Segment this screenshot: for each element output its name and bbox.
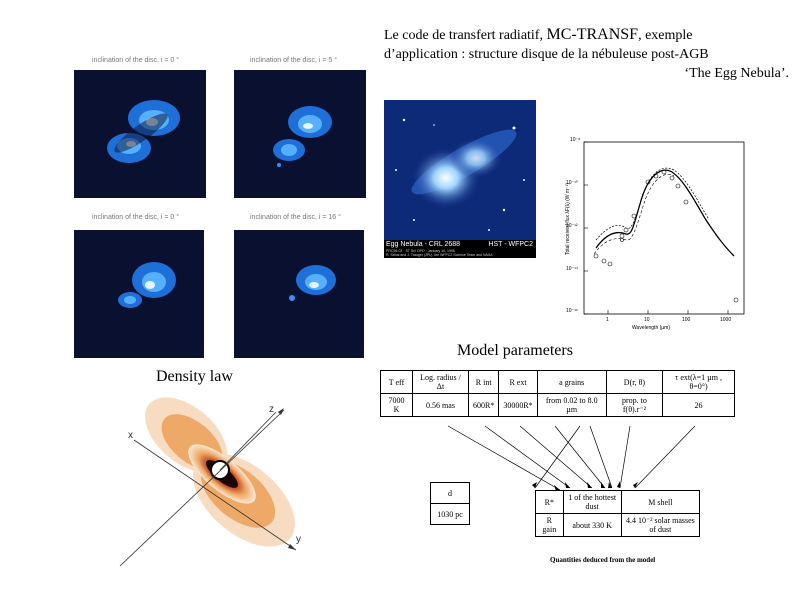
hst-credit-2: R. Sahai and J. Trauger (JPL), the WFPC2… [386,253,493,257]
sed-ytick-4: 10⁻¹⁴ [566,266,579,272]
param-header-teff: T eff [380,370,413,394]
sed-ytick-2: 10⁻¹⁰ [566,180,578,186]
deduced-caption: Quantities deduced from the model [550,556,656,564]
distance-table: d 1030 pc [430,482,470,525]
model-parameters-caption: Model parameters [457,342,573,359]
sed-xlabel: Wavelength (µm) [632,325,670,331]
param-value-density: prop. to f(θ).r⁻² [605,393,664,417]
sed-xtick-2: 10 [644,317,650,323]
model-image-panel-2 [234,70,366,198]
deduced-table: R* 1 of the hottest dust M shell R gain … [535,490,701,537]
hst-right-label: HST - WFPC2 [488,241,533,248]
panel-label-2: inclination of the disc, i = 5 ° [250,57,338,64]
title-line3: ‘The Egg Nebula’. [684,66,789,81]
model-image-panel-3 [74,230,204,358]
sed-ytick-3: 10⁻¹² [566,223,578,229]
parameter-figure: T eff Log. radius / Δt R int R ext a gra… [380,370,780,570]
deduced-temperature: about 330 K [562,513,622,537]
param-header-grains: a grains [536,370,607,394]
param-value-teff: 7000 K [380,393,413,417]
panel-label-1: inclination of the disc, i = 0 ° [92,57,180,64]
sed-ytick-1: 10⁻⁸ [570,137,581,143]
param-header-rint: R int [467,370,500,394]
hst-credit-1: PRC96-03 · ST ScI OPO · January 16, 1996 [386,249,455,253]
model-image-panel-1 [74,70,206,198]
param-value-rext: 30000R* [498,393,538,417]
param-value-tau: 26 [662,393,735,417]
panel-label-3: inclination of the disc, i = 0 ° [92,214,180,221]
param-header-rext: R ext [498,370,538,394]
distance-value: 1030 pc [430,503,470,525]
param-value-radius: 0.56 mas [412,393,469,417]
title-line2: d’application : structure disque de la n… [384,47,709,62]
density-law-caption: Density law [156,368,233,385]
sed-xtick-4: 1000 [720,317,732,323]
deduced-hottest-dust: 1 of the hottest dust [562,490,622,514]
panel-label-4: inclination of the disc, i = 16 ° [250,214,341,221]
slide-title: Le code de transfert radiatif, MC-TRANSF… [384,25,789,83]
title-prefix: Le code de transfert radiatif, [384,28,543,43]
title-code-name: MC-TRANSF [546,26,639,43]
deduced-dust-mass: 4.4 10⁻² solar masses of dust [620,513,701,537]
density-axis-x: x [128,430,133,441]
parameter-table: T eff Log. radius / Δt R int R ext a gra… [380,370,735,417]
density-axis-y: y [296,534,301,545]
sed-xtick-1: 1 [606,317,609,323]
parameter-arrows [447,425,696,491]
distance-header: d [430,482,470,504]
title-suffix: , exemple [638,28,693,43]
deduced-r-star: R* [535,490,564,514]
param-value-grains: from 0.02 to 8.0 µm [536,393,607,417]
hst-left-label: Egg Nebula - CRL 2688 [386,241,461,248]
deduced-r-gain: R gain [535,513,564,537]
density-axis-z: z [269,404,274,415]
param-header-density: D(r, θ) [605,370,664,394]
model-image-panel-4 [234,230,364,358]
sed-ytick-5: 10⁻¹⁶ [566,308,578,314]
sed-plot: Total received flux λF(λ) (W m⁻²) 10⁻⁸ 1… [544,136,754,336]
param-header-tau: τ ext(λ=1 µm , θ=0°) [662,370,735,394]
sed-xtick-3: 100 [682,317,691,323]
param-value-rint: 600R* [467,393,500,417]
hst-egg-nebula-image: Egg Nebula - CRL 2688 HST - WFPC2 PRC96-… [384,100,536,258]
density-law-figure: z x y [104,390,319,568]
deduced-m-shell: M shell [620,490,701,514]
